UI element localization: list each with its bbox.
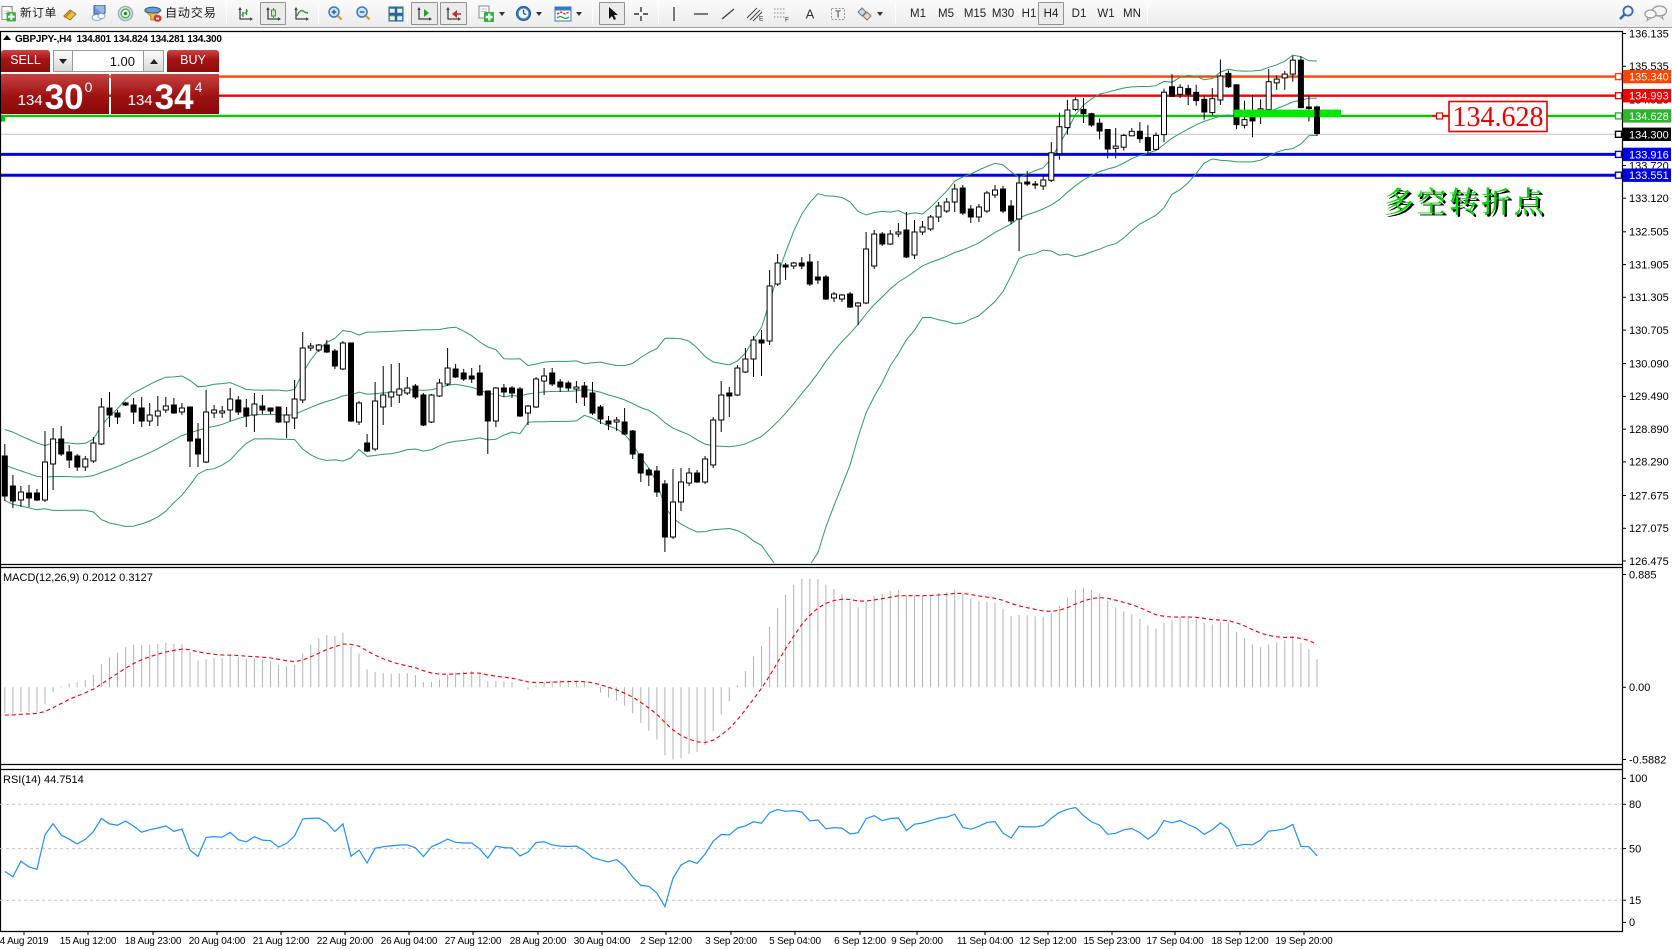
svg-text:12 Sep 12:00: 12 Sep 12:00	[1019, 936, 1077, 947]
svg-text:127.075: 127.075	[1629, 523, 1669, 535]
svg-text:135.340: 135.340	[1629, 72, 1669, 84]
svg-text:126.475: 126.475	[1629, 556, 1669, 568]
svg-text:6 Sep 12:00: 6 Sep 12:00	[834, 936, 886, 947]
svg-text:132.505: 132.505	[1629, 227, 1669, 239]
svg-text:28 Aug 20:00: 28 Aug 20:00	[510, 936, 567, 947]
svg-text:134.300: 134.300	[1629, 129, 1669, 141]
svg-text:27 Aug 12:00: 27 Aug 12:00	[445, 936, 502, 947]
svg-text:E: E	[759, 15, 764, 22]
svg-text:0: 0	[1629, 917, 1635, 929]
svg-text:A: A	[805, 6, 814, 21]
svg-text:2 Sep 12:00: 2 Sep 12:00	[640, 936, 692, 947]
svg-text:131.305: 131.305	[1629, 292, 1669, 304]
svg-text:129.490: 129.490	[1629, 391, 1669, 403]
svg-text:131.905: 131.905	[1629, 259, 1669, 271]
svg-text:MACD(12,26,9) 0.2012 0.3127: MACD(12,26,9) 0.2012 0.3127	[3, 572, 153, 584]
svg-text:0.885: 0.885	[1629, 569, 1657, 581]
svg-text:4 Aug 2019: 4 Aug 2019	[0, 936, 49, 947]
svg-text:RSI(14) 44.7514: RSI(14) 44.7514	[3, 774, 84, 786]
svg-text:128.290: 128.290	[1629, 457, 1669, 469]
svg-text:T: T	[834, 9, 840, 20]
svg-text:80: 80	[1629, 799, 1641, 811]
svg-text:18 Sep 12:00: 18 Sep 12:00	[1211, 936, 1269, 947]
svg-text:136.135: 136.135	[1629, 28, 1669, 40]
svg-text:20 Aug 04:00: 20 Aug 04:00	[189, 936, 246, 947]
svg-text:130.090: 130.090	[1629, 358, 1669, 370]
svg-text:133.551: 133.551	[1629, 170, 1669, 182]
svg-text:134.628: 134.628	[1453, 102, 1544, 133]
svg-text:18 Aug 23:00: 18 Aug 23:00	[125, 936, 182, 947]
svg-text:17 Sep 04:00: 17 Sep 04:00	[1146, 936, 1204, 947]
svg-text:26 Aug 04:00: 26 Aug 04:00	[381, 936, 438, 947]
svg-text:134.628: 134.628	[1629, 111, 1669, 123]
svg-text:15 Sep 23:00: 15 Sep 23:00	[1083, 936, 1141, 947]
svg-text:GBPJPY-,H4 134.801 134.824 13: GBPJPY-,H4 134.801 134.824 134.281 134.3…	[15, 34, 222, 45]
svg-text:11 Sep 04:00: 11 Sep 04:00	[957, 936, 1014, 947]
svg-text:22 Aug 20:00: 22 Aug 20:00	[317, 936, 374, 947]
svg-text:21 Aug 12:00: 21 Aug 12:00	[253, 936, 310, 947]
svg-text:F: F	[785, 16, 789, 22]
svg-text:-0.5882: -0.5882	[1629, 754, 1666, 766]
svg-text:133.916: 133.916	[1629, 149, 1669, 161]
svg-text:0.00: 0.00	[1629, 682, 1650, 694]
svg-text:30 Aug 04:00: 30 Aug 04:00	[574, 936, 631, 947]
svg-text:128.890: 128.890	[1629, 424, 1669, 436]
svg-text:3 Sep 20:00: 3 Sep 20:00	[705, 936, 757, 947]
svg-text:130.705: 130.705	[1629, 325, 1669, 337]
svg-text:5 Sep 04:00: 5 Sep 04:00	[769, 936, 821, 947]
svg-text:100: 100	[1629, 773, 1647, 785]
svg-text:15: 15	[1629, 895, 1641, 907]
svg-text:19 Sep 20:00: 19 Sep 20:00	[1275, 936, 1333, 947]
svg-text:134.993: 134.993	[1629, 91, 1669, 103]
svg-text:9 Sep 20:00: 9 Sep 20:00	[891, 936, 943, 947]
svg-text:133.120: 133.120	[1629, 193, 1669, 205]
svg-text:50: 50	[1629, 843, 1641, 855]
svg-text:15 Aug 12:00: 15 Aug 12:00	[60, 936, 117, 947]
svg-text:127.675: 127.675	[1629, 490, 1669, 502]
